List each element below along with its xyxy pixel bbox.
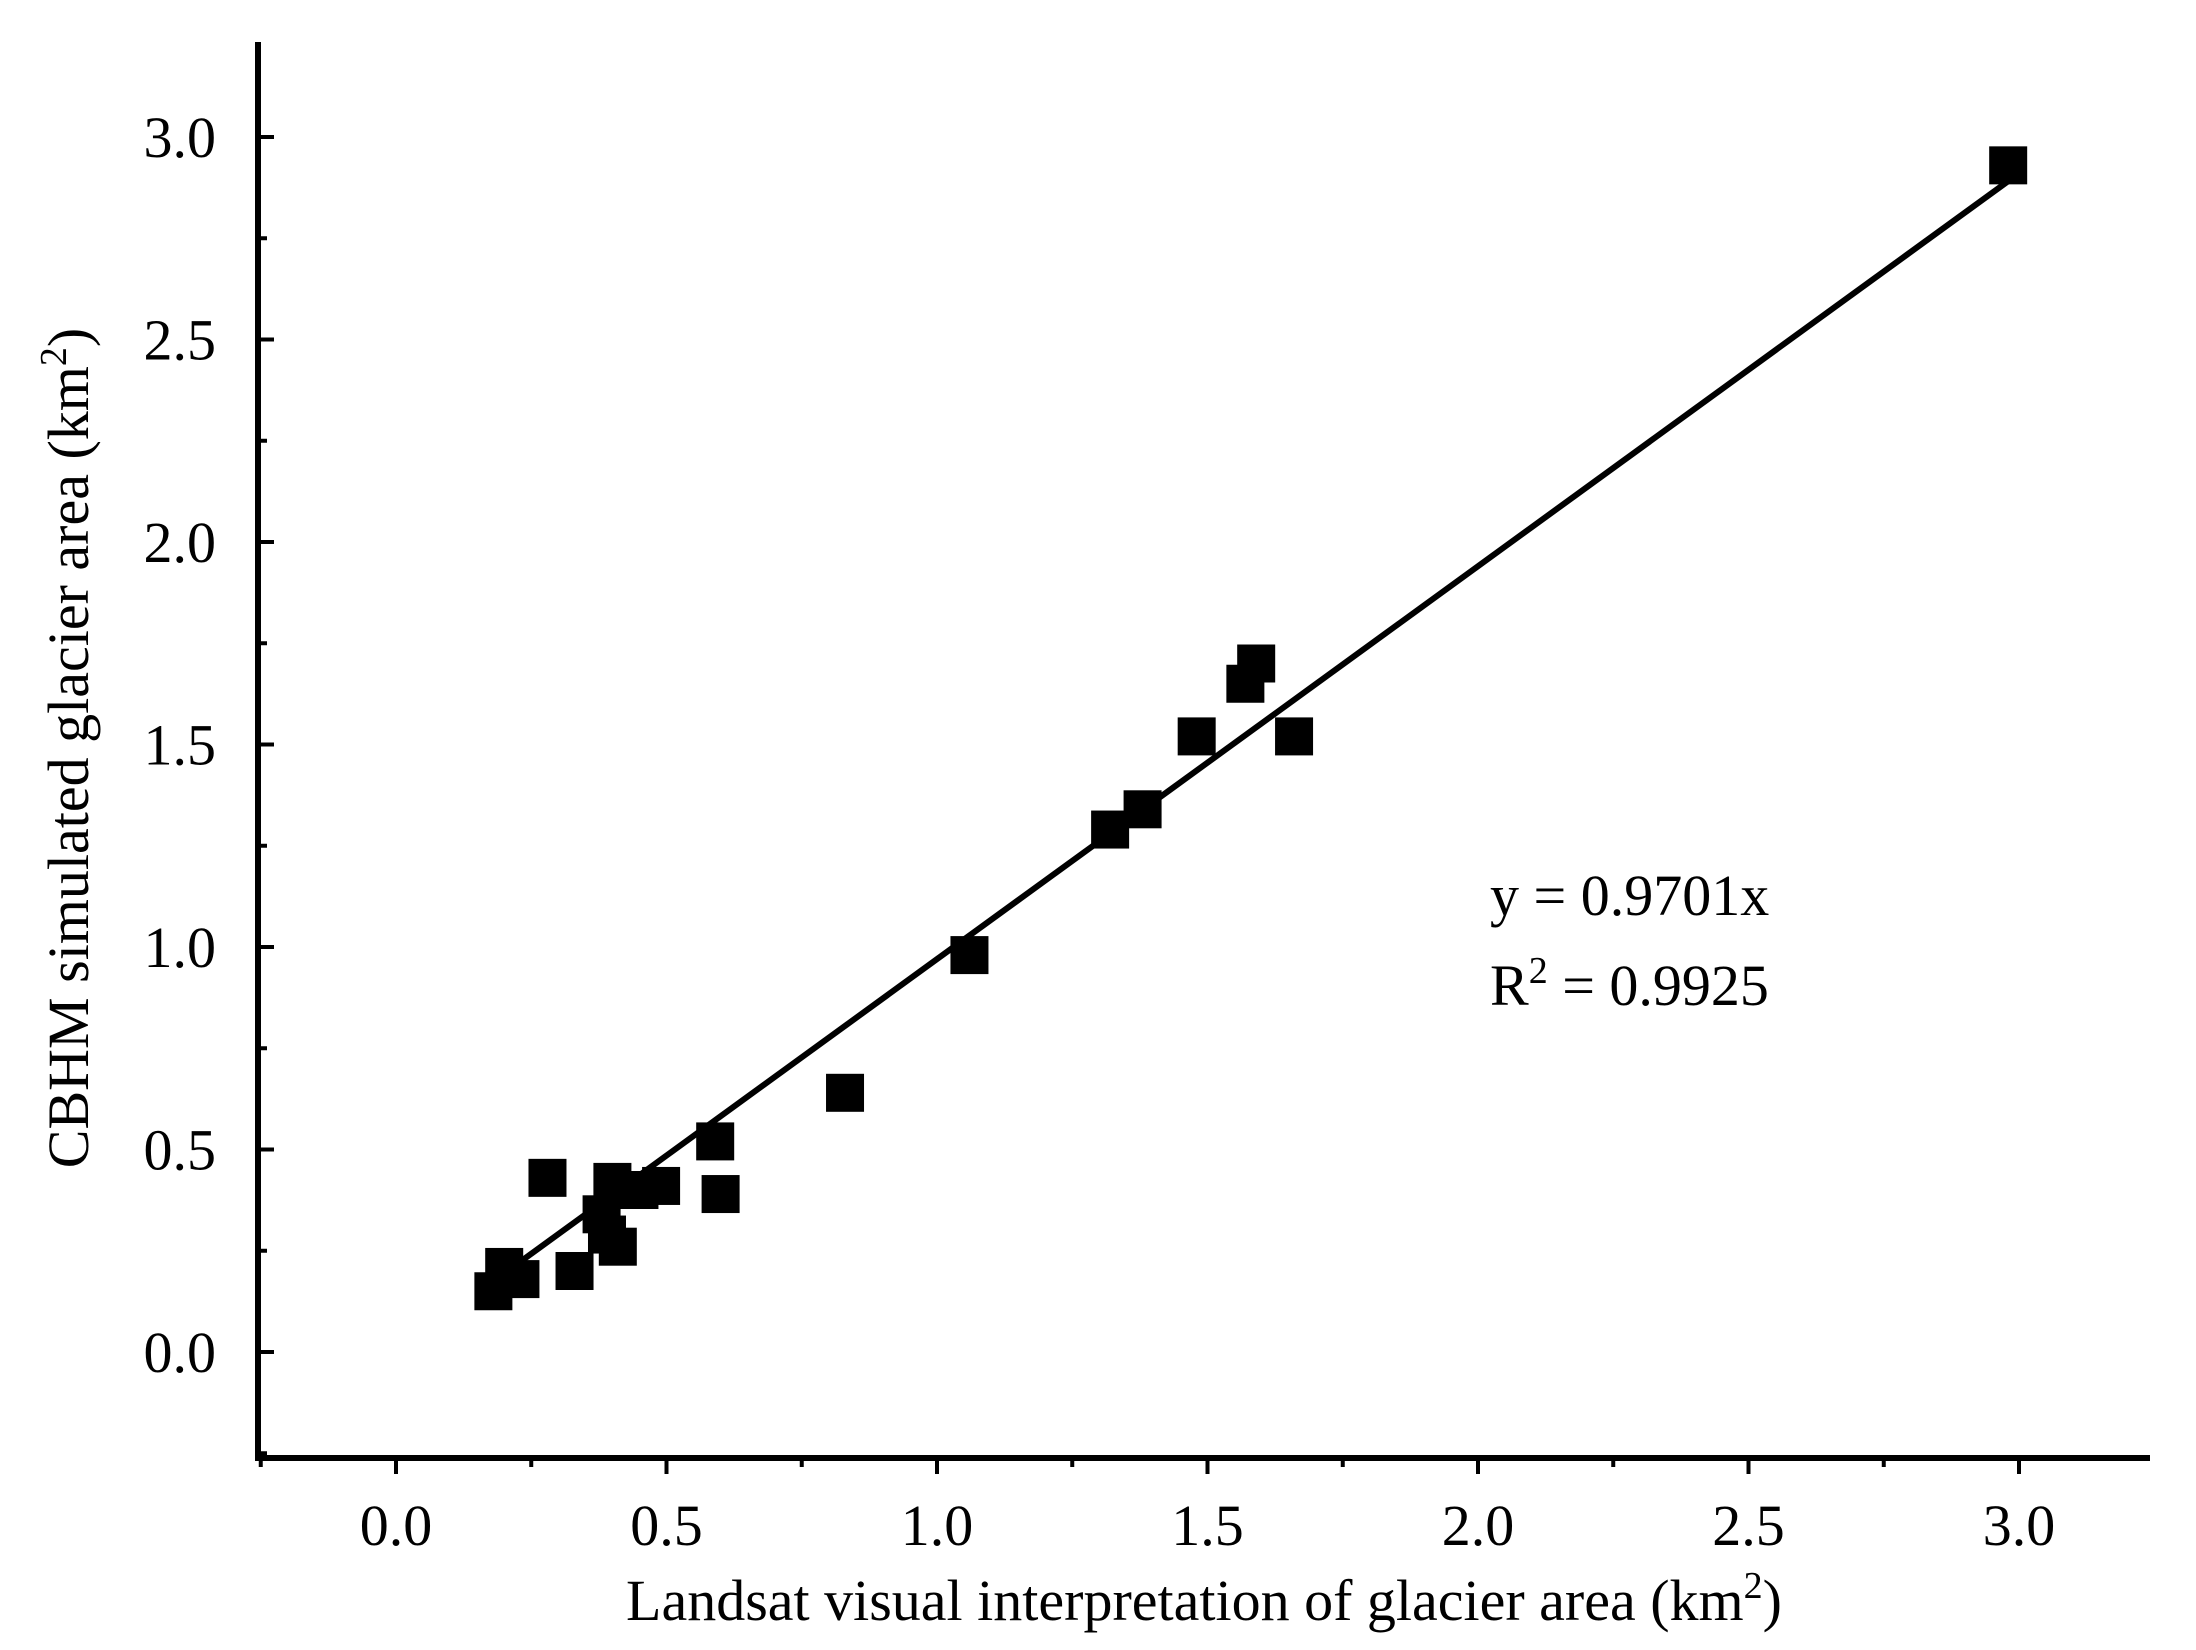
y-tick-label: 0.0 bbox=[144, 1320, 217, 1385]
y-tick-label: 1.0 bbox=[144, 915, 217, 980]
x-tick-label: 0.5 bbox=[630, 1493, 703, 1558]
x-tick-label: 2.5 bbox=[1712, 1493, 1785, 1558]
data-point bbox=[1123, 790, 1162, 829]
axes bbox=[255, 42, 2150, 1461]
x-tick-label: 2.0 bbox=[1442, 1493, 1515, 1558]
fit-line bbox=[513, 178, 2010, 1268]
y-axis-title-close: ) bbox=[36, 328, 101, 347]
y-axis-title-text: CBHM simulated glacier area (km bbox=[36, 366, 101, 1168]
data-point bbox=[701, 1175, 740, 1214]
data-point bbox=[1275, 717, 1314, 756]
x-tick-label: 1.5 bbox=[1171, 1493, 1244, 1558]
annotation-r-squared: R2 = 0.9925 bbox=[1490, 950, 1769, 1018]
r2-superscript: 2 bbox=[1529, 950, 1548, 992]
x-axis-title-close: ) bbox=[1763, 1568, 1782, 1633]
x-axis-title: Landsat visual interpretation of glacier… bbox=[626, 1565, 1782, 1633]
r2-prefix: R bbox=[1490, 953, 1529, 1018]
data-points bbox=[474, 146, 2028, 1311]
annotation-equation: y = 0.9701x bbox=[1490, 863, 1769, 928]
y-axis-title: CBHM simulated glacier area (km2) bbox=[33, 328, 101, 1168]
x-tick-label: 0.0 bbox=[360, 1493, 433, 1558]
data-point bbox=[528, 1158, 567, 1197]
data-point bbox=[1091, 810, 1130, 849]
x-tick-label: 3.0 bbox=[1983, 1493, 2056, 1558]
data-point bbox=[950, 936, 989, 975]
y-axis-title-sup: 2 bbox=[33, 347, 75, 366]
y-tick-label: 2.0 bbox=[144, 510, 217, 575]
y-tick-label: 1.5 bbox=[144, 713, 217, 778]
data-point bbox=[555, 1252, 594, 1290]
fit-line-group bbox=[513, 178, 2010, 1268]
y-tick-label: 3.0 bbox=[144, 105, 217, 170]
data-point bbox=[1989, 146, 2028, 185]
data-point bbox=[1237, 644, 1276, 683]
y-ticks: 0.0 0.5 1.0 1.5 2.0 2.5 3.0 bbox=[144, 105, 274, 1456]
y-tick-label: 2.5 bbox=[144, 308, 217, 373]
x-tick-label: 1.0 bbox=[901, 1493, 974, 1558]
x-ticks: 0.0 0.5 1.0 1.5 2.0 2.5 3.0 bbox=[258, 1458, 2056, 1558]
data-point bbox=[501, 1260, 540, 1299]
data-point bbox=[696, 1122, 735, 1161]
data-point bbox=[642, 1166, 681, 1205]
r2-suffix: = 0.9925 bbox=[1548, 953, 1769, 1018]
x-axis-title-sup: 2 bbox=[1744, 1565, 1763, 1607]
data-point bbox=[826, 1073, 865, 1112]
y-tick-label: 0.5 bbox=[144, 1118, 217, 1183]
x-axis-title-text: Landsat visual interpretation of glacier… bbox=[626, 1568, 1744, 1633]
data-point bbox=[1177, 717, 1216, 756]
data-point bbox=[598, 1227, 637, 1266]
